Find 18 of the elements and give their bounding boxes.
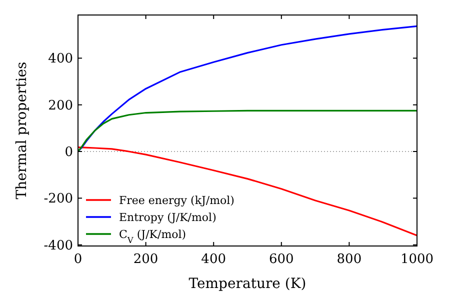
- line-series: [77, 110, 418, 152]
- y-axis-title: Thermal properties: [14, 62, 30, 200]
- x-tick-label: 1000: [400, 252, 434, 267]
- line-series: [77, 25, 418, 152]
- x-axis-title: Temperature (K): [188, 276, 306, 292]
- x-tick-label: 800: [336, 252, 362, 267]
- legend-label: Free energy (kJ/mol): [119, 194, 234, 207]
- x-tick-label: 400: [201, 252, 226, 267]
- y-tick-label: 0: [64, 145, 73, 160]
- y-tick-label: 400: [48, 52, 73, 67]
- x-tick-label: 200: [133, 252, 158, 267]
- y-tick-label: -400: [44, 238, 73, 254]
- x-tick-label: 600: [268, 252, 294, 267]
- x-tick-label: 0: [74, 252, 82, 267]
- y-tick-label: -200: [44, 192, 73, 207]
- legend-label: C$_{V}$ (J/K/mol): [119, 228, 186, 245]
- y-tick-label: 200: [48, 98, 73, 114]
- legend-label: Entropy (J/K/mol): [119, 210, 216, 224]
